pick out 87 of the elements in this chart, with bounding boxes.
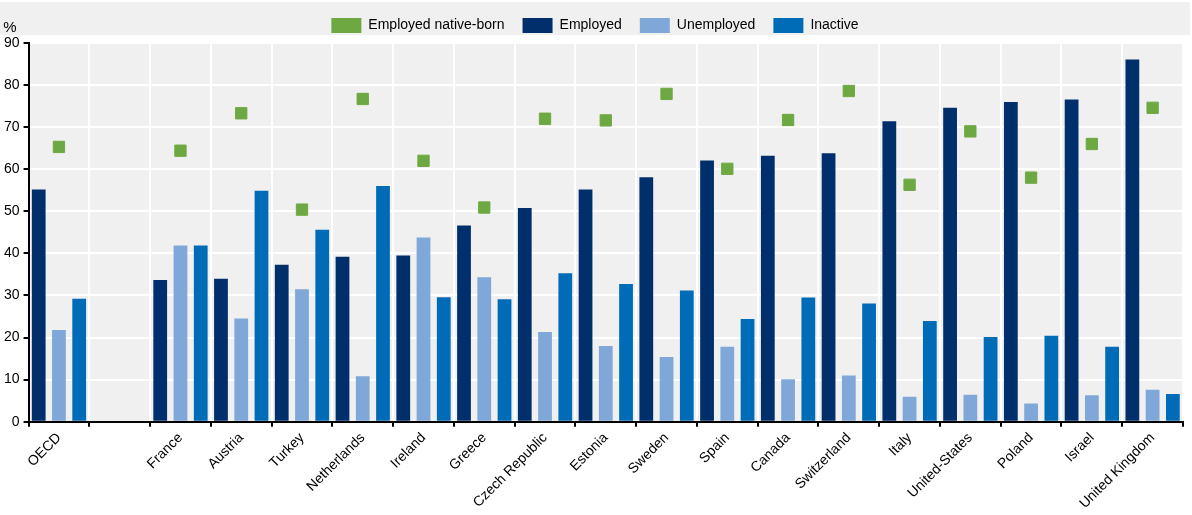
bar [477, 277, 492, 421]
bar [801, 297, 816, 421]
bar [659, 356, 674, 421]
legend-label: Employed native-born [368, 16, 505, 33]
bar [416, 237, 431, 421]
bar [760, 155, 775, 421]
bar [214, 278, 228, 421]
bar [355, 376, 370, 421]
bar [1003, 101, 1018, 421]
bar [193, 245, 208, 421]
bar [902, 396, 917, 421]
bar [1165, 393, 1180, 421]
y-tick-label: 10 [3, 370, 20, 387]
point [174, 144, 187, 157]
legend-label: Employed [559, 16, 622, 33]
bar [335, 256, 350, 421]
bar [558, 273, 573, 421]
point [1024, 171, 1038, 184]
point [660, 87, 673, 101]
bar [1125, 59, 1140, 421]
bar [1084, 395, 1099, 421]
point [964, 125, 977, 138]
point [478, 201, 491, 214]
point [52, 140, 66, 154]
y-tick-label: 90 [3, 33, 20, 50]
bar [517, 207, 532, 421]
point [235, 107, 248, 120]
bar [1064, 99, 1079, 421]
y-tick-label: 30 [3, 286, 20, 303]
point [842, 84, 855, 98]
bar [963, 394, 978, 421]
bar [619, 284, 633, 421]
bar [1044, 335, 1059, 421]
bar [72, 298, 87, 421]
y-tick-label: 50 [3, 202, 20, 219]
bar [639, 177, 654, 421]
bar [52, 329, 66, 421]
bar [983, 337, 998, 421]
point [903, 178, 916, 191]
y-tick-label: 40 [3, 244, 20, 261]
bar [1105, 346, 1119, 421]
point [356, 92, 369, 106]
bar [862, 303, 876, 421]
point [417, 154, 430, 167]
bar [153, 279, 168, 421]
bar [396, 255, 411, 421]
legend-label: Unemployed [676, 16, 756, 33]
y-tick-label: 0 [11, 412, 20, 429]
legend-label: Inactive [810, 16, 859, 33]
point [295, 203, 309, 216]
bar [598, 345, 613, 421]
y-tick-label: 70 [3, 118, 20, 135]
point [538, 112, 552, 125]
point [599, 114, 612, 127]
bar [31, 189, 46, 421]
bar [700, 160, 714, 421]
bar [578, 189, 593, 421]
bar [720, 346, 735, 421]
y-tick-label: 20 [3, 328, 20, 345]
bar [841, 375, 856, 421]
y-tick-label: 60 [3, 160, 20, 177]
point [781, 113, 795, 127]
bar [436, 297, 451, 421]
y-tick-label: 80 [3, 75, 20, 92]
bar [943, 107, 957, 421]
bar [922, 321, 937, 421]
bar [173, 245, 188, 421]
bar [234, 318, 249, 421]
bar [740, 319, 755, 421]
bar [295, 289, 309, 421]
point [1146, 101, 1159, 114]
bar [821, 153, 836, 421]
bar [538, 332, 552, 421]
bar [376, 186, 390, 421]
bar [497, 299, 512, 421]
bar [1024, 403, 1038, 421]
point [1085, 137, 1099, 151]
bar [274, 264, 289, 421]
bar [1145, 389, 1160, 421]
bar [315, 229, 330, 421]
bar [254, 190, 269, 421]
bar [882, 121, 897, 421]
point [721, 162, 734, 175]
bar [679, 290, 694, 421]
y-axis-title: % [3, 17, 17, 35]
bar [781, 379, 795, 421]
bar [457, 225, 471, 421]
